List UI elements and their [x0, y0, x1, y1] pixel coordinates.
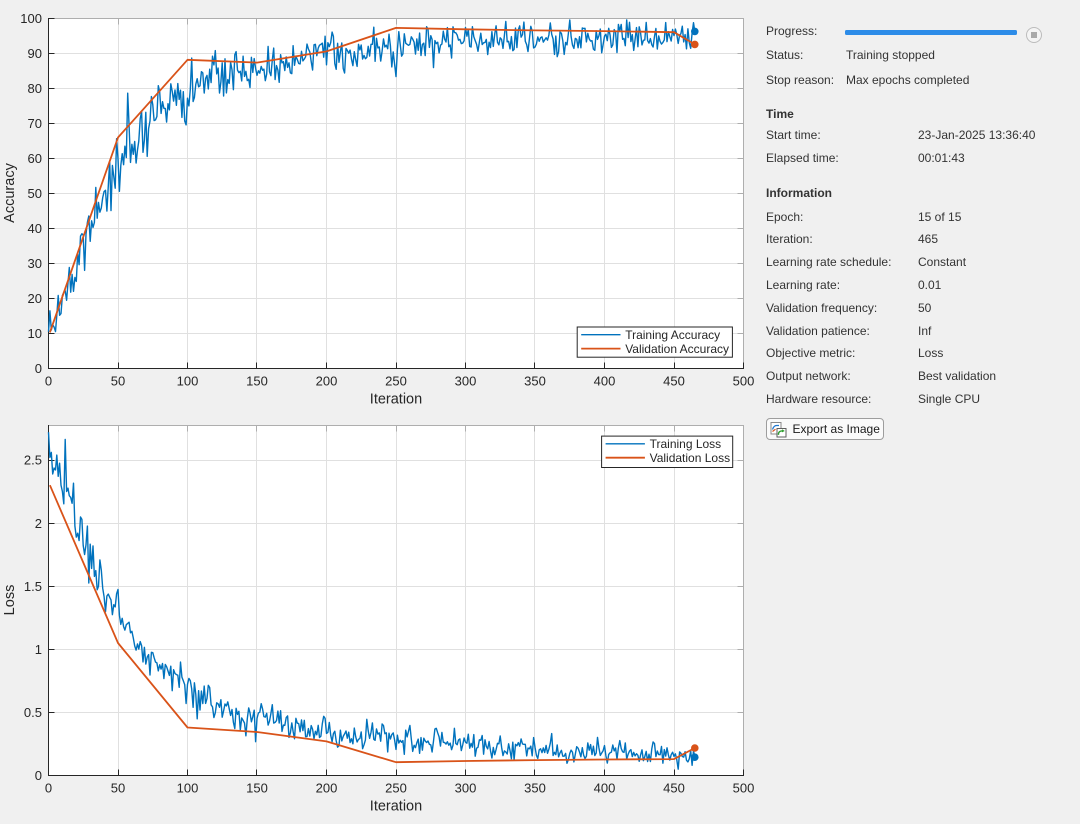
svg-text:Validation Loss: Validation Loss [650, 451, 731, 465]
svg-text:400: 400 [594, 373, 616, 388]
svg-text:1.5: 1.5 [24, 579, 42, 594]
svg-text:Validation Accuracy: Validation Accuracy [625, 342, 729, 356]
svg-text:80: 80 [28, 81, 42, 96]
svg-text:Loss: Loss [2, 585, 18, 616]
svg-text:Iteration: Iteration [370, 392, 422, 408]
svg-text:0: 0 [45, 373, 52, 388]
svg-text:250: 250 [385, 373, 407, 388]
svg-text:300: 300 [455, 780, 477, 795]
svg-text:2: 2 [35, 516, 42, 531]
svg-text:2.5: 2.5 [24, 453, 42, 468]
svg-text:250: 250 [385, 780, 407, 795]
svg-text:50: 50 [111, 780, 125, 795]
svg-text:Training Accuracy: Training Accuracy [625, 328, 720, 342]
svg-text:20: 20 [28, 291, 42, 306]
svg-text:0.5: 0.5 [24, 705, 42, 720]
svg-text:50: 50 [111, 373, 125, 388]
svg-text:100: 100 [20, 11, 42, 26]
svg-text:350: 350 [524, 373, 546, 388]
svg-text:0: 0 [45, 780, 52, 795]
svg-text:450: 450 [663, 373, 685, 388]
svg-text:1: 1 [35, 642, 42, 657]
svg-text:150: 150 [246, 373, 268, 388]
svg-text:400: 400 [594, 780, 616, 795]
svg-text:10: 10 [28, 326, 42, 341]
svg-text:500: 500 [733, 373, 755, 388]
svg-text:200: 200 [316, 780, 338, 795]
svg-text:40: 40 [28, 221, 42, 236]
svg-text:450: 450 [663, 780, 685, 795]
svg-text:350: 350 [524, 780, 546, 795]
svg-text:0: 0 [35, 768, 42, 783]
svg-text:300: 300 [455, 373, 477, 388]
svg-text:0: 0 [35, 361, 42, 376]
svg-text:Training Loss: Training Loss [650, 437, 722, 451]
svg-text:30: 30 [28, 256, 42, 271]
svg-text:Iteration: Iteration [370, 799, 422, 815]
svg-text:200: 200 [316, 373, 338, 388]
svg-text:500: 500 [733, 780, 755, 795]
svg-text:50: 50 [28, 186, 42, 201]
svg-text:100: 100 [177, 780, 199, 795]
svg-text:60: 60 [28, 151, 42, 166]
svg-text:100: 100 [177, 373, 199, 388]
svg-text:70: 70 [28, 116, 42, 131]
svg-text:150: 150 [246, 780, 268, 795]
svg-text:90: 90 [28, 46, 42, 61]
svg-text:Accuracy: Accuracy [2, 162, 18, 222]
